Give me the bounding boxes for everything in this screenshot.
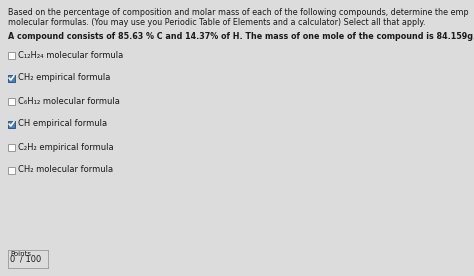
Text: Based on the percentage of composition and molar mass of each of the following c: Based on the percentage of composition a… xyxy=(8,8,469,17)
Text: 0: 0 xyxy=(10,255,15,264)
Text: molecular formulas. (You may use you Periodic Table of Elements and a calculator: molecular formulas. (You may use you Per… xyxy=(8,18,426,27)
Text: Points: Points xyxy=(10,251,31,257)
Text: CH empirical formula: CH empirical formula xyxy=(18,120,107,129)
Text: / 100: / 100 xyxy=(20,255,41,264)
Text: C₆H₁₂ molecular formula: C₆H₁₂ molecular formula xyxy=(18,97,120,105)
Text: C₂H₂ empirical formula: C₂H₂ empirical formula xyxy=(18,142,114,152)
FancyBboxPatch shape xyxy=(8,97,15,105)
FancyBboxPatch shape xyxy=(8,75,15,81)
FancyBboxPatch shape xyxy=(8,121,15,128)
Text: C₁₂H₂₄ molecular formula: C₁₂H₂₄ molecular formula xyxy=(18,51,123,60)
FancyBboxPatch shape xyxy=(8,52,15,59)
Text: CH₂ molecular formula: CH₂ molecular formula xyxy=(18,166,113,174)
Text: A compound consists of 85.63 % C and 14.37% of H. The mass of one mole of the co: A compound consists of 85.63 % C and 14.… xyxy=(8,32,474,41)
FancyBboxPatch shape xyxy=(8,166,15,174)
Text: CH₂ empirical formula: CH₂ empirical formula xyxy=(18,73,110,83)
FancyBboxPatch shape xyxy=(8,144,15,150)
